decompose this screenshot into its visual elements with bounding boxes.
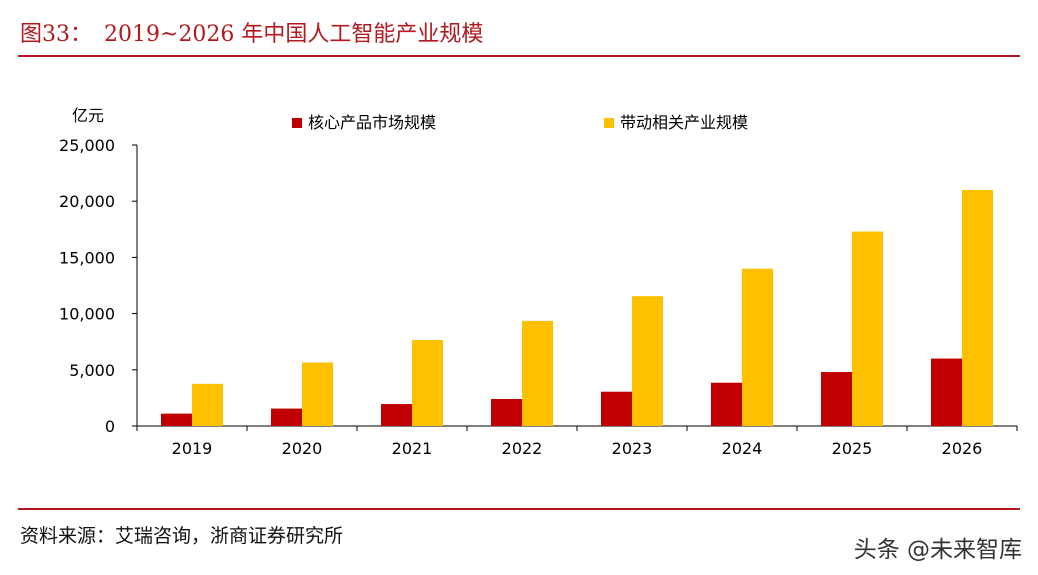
y-tick-label: 5,000 (69, 361, 115, 380)
bar-related-2020 (302, 362, 333, 426)
x-tick-label: 2019 (172, 439, 213, 458)
bar-core-2019 (161, 413, 192, 426)
bar-core-2021 (381, 404, 412, 426)
x-tick-label: 2022 (502, 439, 543, 458)
bar-core-2022 (491, 399, 522, 426)
bar-core-2024 (711, 382, 742, 426)
x-tick-label: 2020 (282, 439, 323, 458)
bar-related-2021 (412, 340, 443, 426)
y-axis-label: 亿元 (72, 106, 104, 125)
legend-label: 带动相关产业规模 (620, 113, 748, 132)
x-tick-label: 2026 (942, 439, 983, 458)
x-tick-label: 2021 (392, 439, 433, 458)
y-tick-label: 0 (105, 417, 115, 436)
bar-related-2022 (522, 320, 553, 426)
x-tick-label: 2024 (722, 439, 763, 458)
x-tick-label: 2023 (612, 439, 653, 458)
bar-core-2026 (931, 358, 962, 426)
figure-title-text: 2019~2026 年中国人工智能产业规模 (104, 22, 484, 47)
legend-swatch (292, 118, 302, 128)
bar-related-2023 (632, 296, 663, 426)
y-tick-label: 15,000 (59, 248, 115, 267)
legend-swatch (604, 118, 614, 128)
figure-number: 图33： (20, 22, 92, 47)
bottom-rule (18, 508, 1020, 510)
y-tick-label: 10,000 (59, 305, 115, 324)
bar-related-2019 (192, 383, 223, 426)
bar-core-2025 (821, 372, 852, 426)
watermark: 头条 @未来智库 (853, 537, 1022, 563)
figure-title: 图33： 2019~2026 年中国人工智能产业规模 (20, 16, 483, 48)
bar-core-2023 (601, 391, 632, 426)
bar-core-2020 (271, 408, 302, 426)
top-rule (18, 55, 1020, 57)
y-tick-label: 25,000 (59, 136, 115, 155)
x-tick-label: 2025 (832, 439, 873, 458)
bar-related-2026 (962, 189, 993, 426)
bar-related-2024 (742, 268, 773, 426)
bar-related-2025 (852, 231, 883, 426)
legend-label: 核心产品市场规模 (308, 113, 436, 132)
source-note: 资料来源：艾瑞咨询，浙商证券研究所 (20, 525, 344, 547)
y-tick-label: 20,000 (59, 192, 115, 211)
